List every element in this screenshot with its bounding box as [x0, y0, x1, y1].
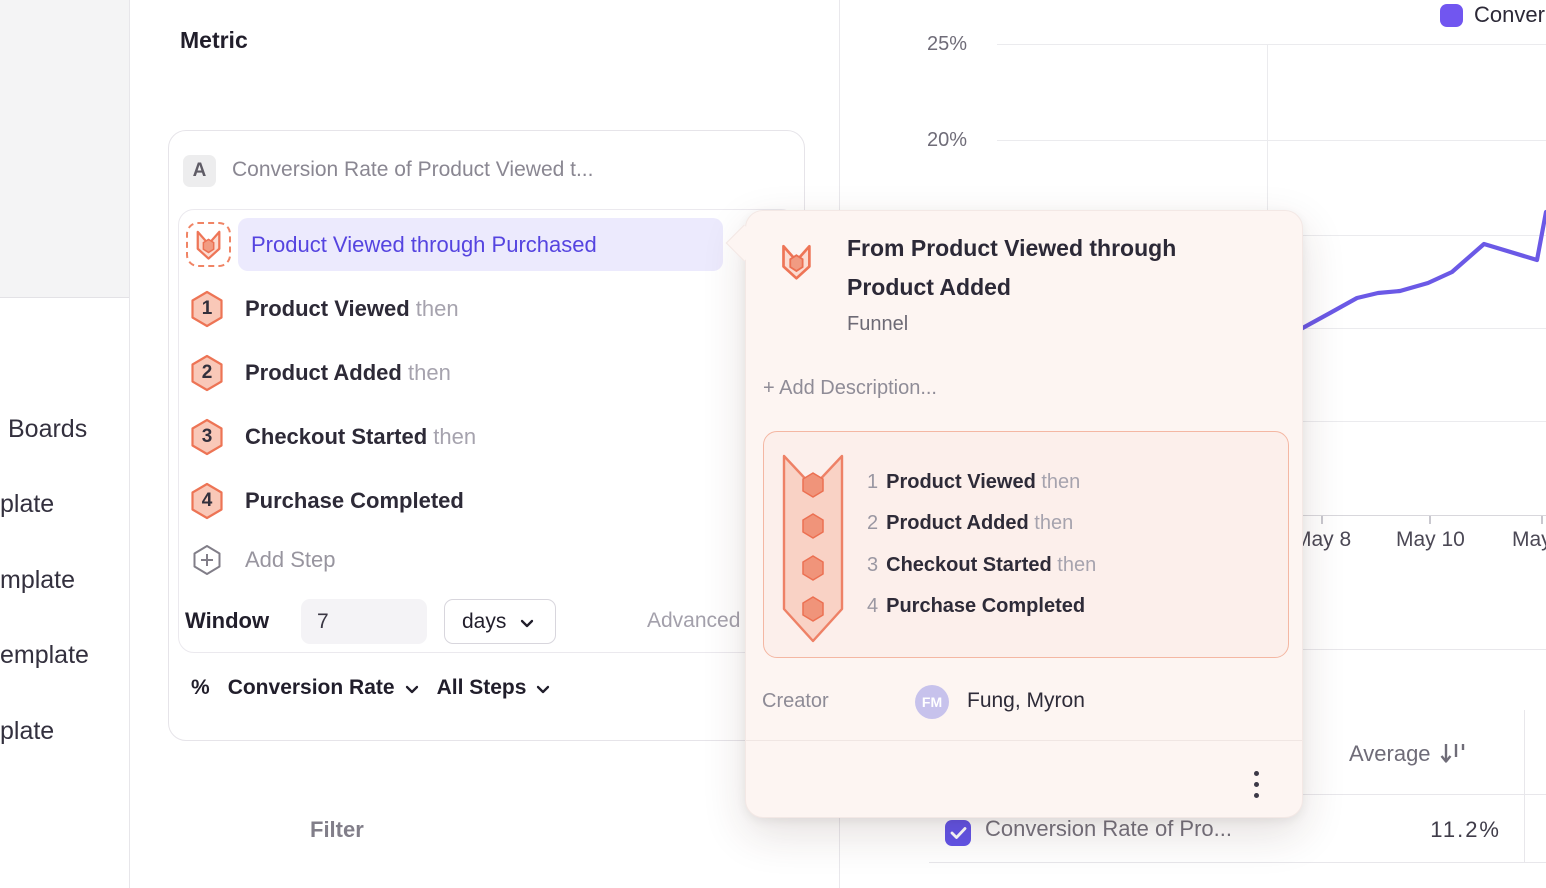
creator-avatar: FM — [915, 685, 949, 719]
gridline-20pct — [997, 140, 1546, 141]
percent-symbol: % — [191, 676, 210, 699]
metric-card: A Conversion Rate of Product Viewed t...… — [168, 130, 805, 741]
step-3-connector: then — [433, 424, 477, 449]
x-tick-may10 — [1429, 516, 1431, 524]
x-label-may12: May — [1512, 528, 1546, 551]
sidebar-top-panel — [0, 0, 129, 297]
step-4-hexagon-badge: 4 — [190, 482, 224, 520]
x-label-may8: May 8 — [1294, 528, 1352, 551]
filter-heading: Filter — [310, 817, 364, 842]
funnel-icon — [782, 244, 811, 280]
window-value-input[interactable] — [301, 599, 427, 644]
measure-row: % Conversion Rate All Steps — [191, 676, 550, 700]
popover-step-1: 1 Product Viewed then — [867, 471, 1081, 493]
popover-step-4: 4 Purchase Completed — [867, 595, 1086, 617]
funnel-banner-icon — [782, 454, 844, 643]
step-1-name: Product Viewed — [245, 296, 410, 321]
step-1-connector: then — [415, 296, 459, 321]
metric-details-popover: From Product Viewed through Product Adde… — [745, 210, 1303, 818]
sidebar: Boards plate mplate emplate plate — [0, 0, 130, 888]
funnel-definition-card: Product Viewed through Purchased 1 Produ… — [178, 209, 797, 653]
table-row-label[interactable]: Conversion Rate of Pro... — [985, 816, 1233, 841]
chevron-down-icon — [521, 619, 534, 627]
funnel-icon — [196, 230, 220, 260]
series-title[interactable]: Conversion Rate of Product Viewed t... — [232, 158, 594, 181]
x-tick-may8 — [1321, 516, 1323, 524]
average-column-header[interactable]: Average — [1349, 741, 1467, 767]
popover-footer-divider — [746, 740, 1302, 741]
funnel-step-row-4[interactable]: 4 Purchase Completed — [190, 482, 750, 520]
average-header-label: Average — [1349, 741, 1431, 766]
legend-swatch — [1440, 3, 1463, 27]
advanced-link[interactable]: Advanced — [647, 609, 741, 632]
funnel-summary-card: 1 Product Viewed then 2 Product Added then… — [763, 431, 1289, 658]
window-unit-select[interactable]: days — [444, 599, 556, 644]
metric-heading: Metric — [180, 27, 248, 53]
y-tick-20: 20% — [926, 129, 967, 151]
popover-step-3: 3 Checkout Started then — [867, 554, 1097, 576]
step-3-hexagon-badge: 3 — [190, 418, 224, 456]
gridline-25pct — [997, 44, 1546, 45]
x-label-may10: May 10 — [1396, 528, 1465, 551]
steps-scope-dropdown[interactable]: All Steps — [436, 676, 527, 699]
table-row-border — [929, 862, 1546, 863]
popover-metric-type: Funnel — [847, 313, 909, 335]
table-average-value: 11.2% — [1430, 817, 1501, 842]
sidebar-item-boards[interactable]: Boards — [8, 415, 88, 443]
step-2-name: Product Added — [245, 360, 402, 385]
step-1-hexagon-badge: 1 — [190, 290, 224, 328]
step-4-name: Purchase Completed — [245, 488, 464, 513]
sidebar-item-template-2[interactable]: mplate — [0, 566, 76, 594]
y-tick-25: 25% — [926, 33, 967, 55]
chart-legend[interactable]: Conver — [1440, 2, 1545, 28]
creator-name: Fung, Myron — [967, 689, 1085, 712]
window-unit-value: days — [462, 609, 507, 633]
add-description-button[interactable]: + Add Description... — [763, 377, 937, 399]
add-step-label: Add Step — [245, 547, 336, 572]
series-a-badge: A — [183, 155, 216, 187]
add-step-plus-icon — [193, 545, 221, 575]
metric-config-panel: Metric A Conversion Rate of Product View… — [130, 0, 911, 888]
funnel-metric-icon-box[interactable] — [186, 222, 231, 267]
series-checkbox[interactable] — [945, 820, 971, 846]
more-options-kebab-icon[interactable] — [1254, 771, 1260, 804]
funnel-step-row-2[interactable]: 2 Product Added then — [190, 354, 750, 392]
funnel-step-row-1[interactable]: 1 Product Viewed then — [190, 290, 750, 328]
sidebar-item-template-1[interactable]: plate — [0, 490, 55, 518]
selected-metric-pill[interactable]: Product Viewed through Purchased — [238, 218, 723, 271]
sidebar-item-template-3[interactable]: emplate — [0, 641, 89, 669]
legend-label: Conver — [1474, 2, 1545, 27]
window-label: Window — [185, 608, 270, 633]
chevron-down-icon[interactable] — [405, 685, 419, 694]
step-3-name: Checkout Started — [245, 424, 428, 449]
sidebar-item-template-4[interactable]: plate — [0, 717, 55, 745]
popover-step-2: 2 Product Added then — [867, 512, 1074, 534]
add-step-button[interactable]: Add Step — [192, 544, 336, 576]
popover-title: From Product Viewed through Product Adde… — [847, 235, 1177, 300]
sidebar-divider — [0, 297, 129, 298]
creator-label: Creator — [762, 690, 829, 712]
funnel-step-row-3[interactable]: 3 Checkout Started then — [190, 418, 750, 456]
sort-descending-icon — [1440, 744, 1464, 763]
check-icon — [950, 827, 966, 839]
table-column-divider — [1524, 710, 1525, 863]
measure-dropdown[interactable]: Conversion Rate — [227, 676, 395, 699]
x-tick-may12 — [1541, 516, 1543, 524]
conversion-window-row: Window days Advanced — [185, 599, 785, 645]
step-2-hexagon-badge: 2 — [190, 354, 224, 392]
chevron-down-icon[interactable] — [536, 685, 550, 694]
conversion-line-series[interactable] — [841, 0, 1546, 560]
selected-metric-label: Product Viewed through Purchased — [251, 231, 597, 257]
step-2-connector: then — [407, 360, 451, 385]
